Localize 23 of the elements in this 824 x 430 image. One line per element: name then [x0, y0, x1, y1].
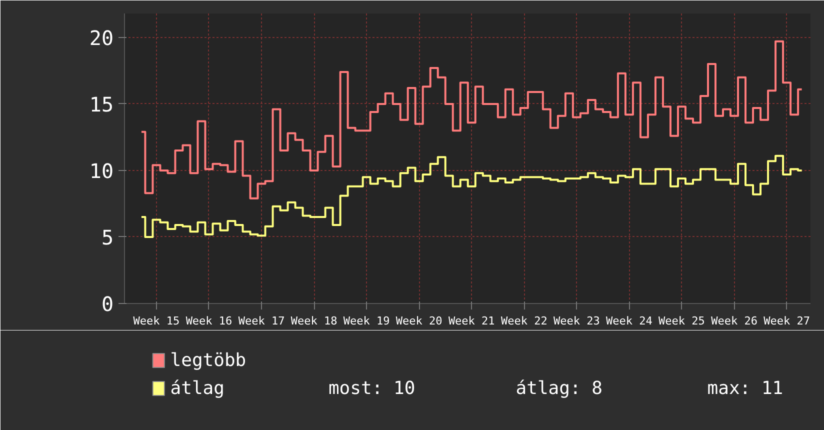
x-tick-label: Week 21: [448, 314, 495, 328]
text: most: 10: [328, 378, 416, 399]
x-tick-label: Week 24: [606, 314, 653, 328]
x-tick-label: Week 16: [186, 314, 232, 328]
x-tick-label: Week 22: [500, 314, 548, 328]
text: átlag: 8: [516, 378, 602, 399]
y-tick-label: 10: [89, 158, 114, 183]
y-tick-label: 20: [89, 26, 114, 50]
x-tick-label: Week 25: [658, 314, 705, 328]
x-tick-label: Week 27: [764, 314, 810, 328]
x-tick-label: Week 17: [238, 314, 285, 328]
x-tick-label: Week 26: [711, 314, 758, 328]
x-tick-label: Week 20: [396, 314, 442, 328]
x-tick-label: Week 18: [290, 314, 338, 328]
legend-label: átlag: [170, 378, 224, 399]
x-tick-label: Week 15: [133, 314, 180, 328]
x-tick-label: Week 19: [343, 314, 390, 328]
x-tick-label: Week 23: [554, 314, 600, 328]
y-tick-label: 0: [101, 292, 114, 316]
legend-label: legtöbb: [170, 350, 246, 371]
y-tick-label: 5: [101, 225, 114, 250]
text: max: 11: [707, 378, 784, 399]
y-tick-label: 15: [89, 92, 114, 116]
